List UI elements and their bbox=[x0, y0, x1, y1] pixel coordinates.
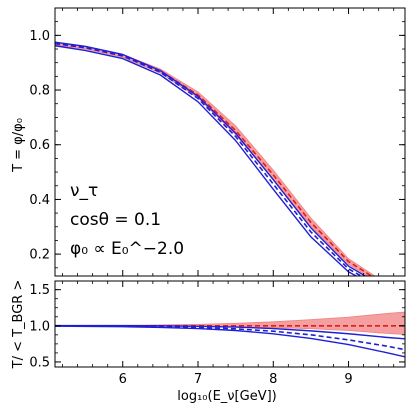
top-series-4-blue-dashed bbox=[55, 42, 363, 276]
top-y-tick-label: 0.8 bbox=[29, 84, 50, 99]
top-series-5-blue-solid bbox=[55, 45, 358, 276]
top-frame bbox=[54, 7, 406, 277]
x-axis-title: log₁₀(E_ν[GeV]) bbox=[177, 389, 276, 404]
x-tick-label: 6 bbox=[119, 372, 127, 387]
x-tick-label: 7 bbox=[194, 372, 202, 387]
bottom-series-4-blue-dashed bbox=[55, 325, 405, 351]
top-y-tick-label: 0.4 bbox=[29, 193, 50, 208]
annotation-angle: cosθ = 0.1 bbox=[70, 210, 161, 230]
bottom-frame bbox=[54, 280, 406, 368]
top-y-tick-label: 0.6 bbox=[29, 138, 50, 153]
data-layer-top bbox=[55, 41, 376, 276]
bottom-y-tick-label: 1.5 bbox=[29, 283, 50, 298]
annotation-flux: φ₀ ∝ E₀^−2.0 bbox=[70, 239, 184, 259]
top-y-tick-label: 1.0 bbox=[29, 29, 50, 44]
data-layer-bottom bbox=[55, 311, 405, 358]
bottom-y-tick-label: 1.0 bbox=[29, 319, 50, 334]
x-tick-label: 8 bbox=[269, 372, 277, 387]
top-y-axis-title: T = φ/φ₀ bbox=[11, 118, 26, 173]
bottom-series-3-blue-solid bbox=[55, 324, 405, 340]
top-series-3-blue-solid bbox=[55, 41, 367, 276]
annotation-particle: ν_τ bbox=[70, 181, 98, 201]
x-tick-label: 9 bbox=[344, 372, 352, 387]
top-series-1-red-band bbox=[55, 41, 376, 276]
bottom-y-axis-title: T/ < T_BGR > bbox=[11, 280, 26, 370]
bottom-series-1-red-band bbox=[55, 311, 405, 335]
top-y-tick-label: 0.2 bbox=[29, 248, 50, 263]
top-panel: 0.2 0.4 0.6 0.8 1.0 bbox=[29, 7, 406, 277]
bottom-panel: 0.5 1.0 1.5 6 7 8 9 bbox=[29, 280, 406, 387]
bottom-y-tick-label: 0.5 bbox=[29, 355, 50, 370]
bottom-series-5-blue-solid bbox=[55, 325, 405, 358]
